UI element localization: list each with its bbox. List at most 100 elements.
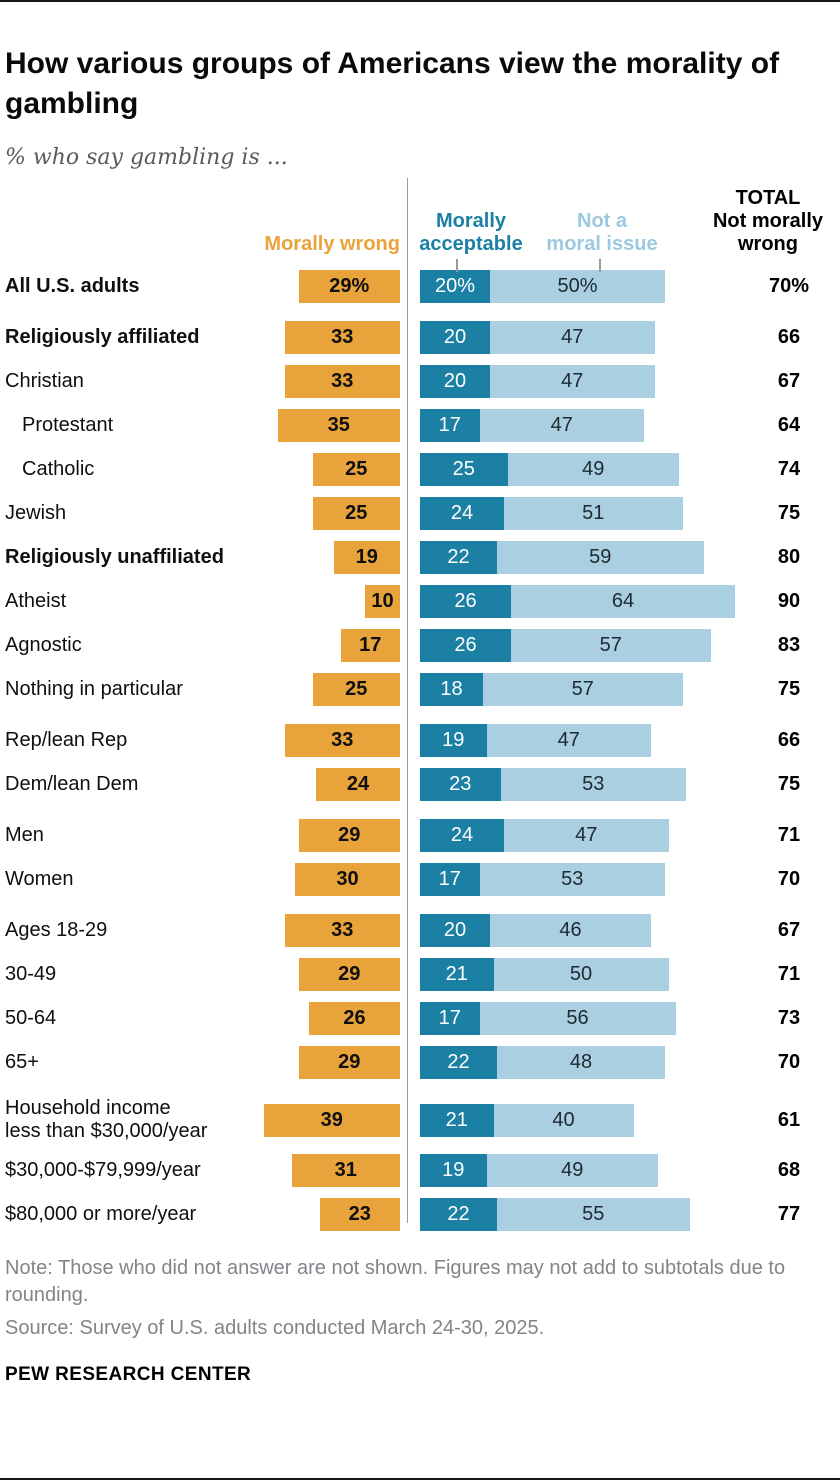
row-label: Jewish — [5, 502, 67, 525]
chart-row: Protestant 35 17 47 64 — [5, 409, 835, 443]
col-header-not-a-moral-issue: Not a moral issue — [546, 210, 658, 256]
chart-row: $30,000-$79,999/year 31 19 49 68 — [5, 1154, 835, 1188]
brand-footer: PEW RESEARCH CENTER — [5, 1364, 252, 1386]
bar-morally-acceptable: 17 — [420, 1002, 480, 1036]
bar-not-a-moral-issue: 55 — [497, 1198, 690, 1232]
bar-not-a-moral-issue: 47 — [490, 365, 655, 399]
bar-morally-wrong: 25 — [312, 673, 400, 707]
chart-row: Nothing in particular 25 18 57 75 — [5, 673, 835, 707]
bar-not-a-moral-issue: 53 — [479, 863, 665, 897]
chart-row: Men 29 24 47 71 — [5, 819, 835, 853]
bar-morally-wrong: 17 — [340, 629, 400, 663]
bar-morally-wrong: 30 — [295, 863, 400, 897]
source-text: Source: Survey of U.S. adults conducted … — [5, 1317, 545, 1340]
morally-wrong-zone: 33 — [255, 365, 400, 399]
bar-morally-wrong: 29 — [298, 819, 400, 853]
not-wrong-zone: 26 57 — [420, 629, 750, 663]
tick-not-a-moral-issue — [599, 259, 601, 273]
bar-morally-acceptable: 21 — [420, 958, 494, 992]
chart-row: Ages 18-29 33 20 46 67 — [5, 914, 835, 948]
bar-morally-acceptable: 17 — [420, 409, 480, 443]
total-not-morally-wrong: 83 — [777, 634, 801, 657]
not-wrong-zone: 19 49 — [420, 1154, 750, 1188]
bar-morally-wrong: 29 — [298, 958, 400, 992]
col-header-morally-acceptable: Morally acceptable — [419, 210, 523, 256]
morally-wrong-zone: 29 — [255, 958, 400, 992]
row-label: $30,000-$79,999/year — [5, 1159, 201, 1182]
morally-wrong-zone: 30 — [255, 863, 400, 897]
row-label: Ages 18-29 — [5, 919, 108, 942]
row-label: $80,000 or more/year — [5, 1203, 197, 1226]
not-wrong-zone: 20 46 — [420, 914, 750, 948]
total-not-morally-wrong: 67 — [777, 370, 801, 393]
bar-morally-acceptable: 24 — [420, 497, 504, 531]
axis-divider-line — [407, 178, 408, 1224]
bar-morally-acceptable: 25 — [420, 453, 508, 487]
bar-morally-wrong: 26 — [309, 1002, 400, 1036]
bar-morally-wrong: 10 — [365, 585, 400, 619]
chart-row: Rep/lean Rep 33 19 47 66 — [5, 724, 835, 758]
chart-row: Christian 33 20 47 67 — [5, 365, 835, 399]
bar-morally-acceptable: 20 — [420, 321, 490, 355]
chart-row: $80,000 or more/year 23 22 55 77 — [5, 1198, 835, 1232]
bar-not-a-moral-issue: 51 — [504, 497, 683, 531]
total-not-morally-wrong: 67 — [777, 919, 801, 942]
col-header-morally-wrong: Morally wrong — [264, 233, 400, 256]
bar-morally-acceptable: 17 — [420, 863, 480, 897]
total-not-morally-wrong: 61 — [777, 1108, 801, 1131]
chart-row: All U.S. adults 29% 20% 50% 70% — [5, 270, 835, 304]
not-wrong-zone: 20 47 — [420, 321, 750, 355]
morally-wrong-zone: 29% — [255, 270, 400, 304]
bar-not-a-moral-issue: 49 — [486, 1154, 658, 1188]
morally-wrong-zone: 33 — [255, 724, 400, 758]
bar-not-a-moral-issue: 47 — [490, 321, 655, 355]
bar-morally-acceptable: 23 — [420, 768, 501, 802]
total-not-morally-wrong: 66 — [777, 729, 801, 752]
chart-row: Atheist 10 26 64 90 — [5, 585, 835, 619]
bar-not-a-moral-issue: 64 — [511, 585, 735, 619]
total-not-morally-wrong: 74 — [777, 458, 801, 481]
morally-wrong-zone: 31 — [255, 1154, 400, 1188]
bar-morally-acceptable: 18 — [420, 673, 483, 707]
total-not-morally-wrong: 66 — [777, 326, 801, 349]
bar-morally-acceptable: 22 — [420, 541, 497, 575]
total-not-morally-wrong: 75 — [777, 502, 801, 525]
total-not-morally-wrong: 70 — [777, 868, 801, 891]
chart-row: 65+ 29 22 48 70 — [5, 1046, 835, 1080]
bar-not-a-moral-issue: 57 — [483, 673, 683, 707]
row-label: Agnostic — [5, 634, 82, 657]
bar-not-a-moral-issue: 47 — [504, 819, 669, 853]
tick-morally-acceptable — [456, 259, 458, 273]
not-wrong-zone: 21 50 — [420, 958, 750, 992]
gambling-morality-chart: Morally wrong Morally acceptable Not a m… — [5, 178, 835, 1232]
morally-wrong-zone: 33 — [255, 914, 400, 948]
chart-row: Jewish 25 24 51 75 — [5, 497, 835, 531]
chart-row: 50-64 26 17 56 73 — [5, 1002, 835, 1036]
bar-morally-wrong: 25 — [312, 497, 400, 531]
bar-morally-acceptable: 26 — [420, 585, 511, 619]
bar-not-a-moral-issue: 46 — [490, 914, 651, 948]
subtitle: % who say gambling is ... — [5, 145, 288, 171]
chart-row: Dem/lean Dem 24 23 53 75 — [5, 768, 835, 802]
morally-wrong-zone: 26 — [255, 1002, 400, 1036]
morally-wrong-zone: 25 — [255, 673, 400, 707]
row-label: Religiously unaffiliated — [5, 546, 224, 569]
row-label: All U.S. adults — [5, 275, 140, 298]
not-wrong-zone: 25 49 — [420, 453, 750, 487]
row-label: Religiously affiliated — [5, 326, 200, 349]
bar-morally-wrong: 39 — [263, 1103, 400, 1137]
bar-morally-wrong: 24 — [316, 768, 400, 802]
total-not-morally-wrong: 70 — [777, 1051, 801, 1074]
morally-wrong-zone: 23 — [255, 1198, 400, 1232]
morally-wrong-zone: 35 — [255, 409, 400, 443]
chart-row: Agnostic 17 26 57 83 — [5, 629, 835, 663]
not-wrong-zone: 17 53 — [420, 863, 750, 897]
row-label: Nothing in particular — [5, 678, 183, 701]
morally-wrong-zone: 29 — [255, 1046, 400, 1080]
not-wrong-zone: 24 51 — [420, 497, 750, 531]
total-not-morally-wrong: 68 — [777, 1159, 801, 1182]
bar-morally-wrong: 29 — [298, 1046, 400, 1080]
morally-wrong-zone: 24 — [255, 768, 400, 802]
not-wrong-zone: 22 48 — [420, 1046, 750, 1080]
morally-wrong-zone: 25 — [255, 453, 400, 487]
